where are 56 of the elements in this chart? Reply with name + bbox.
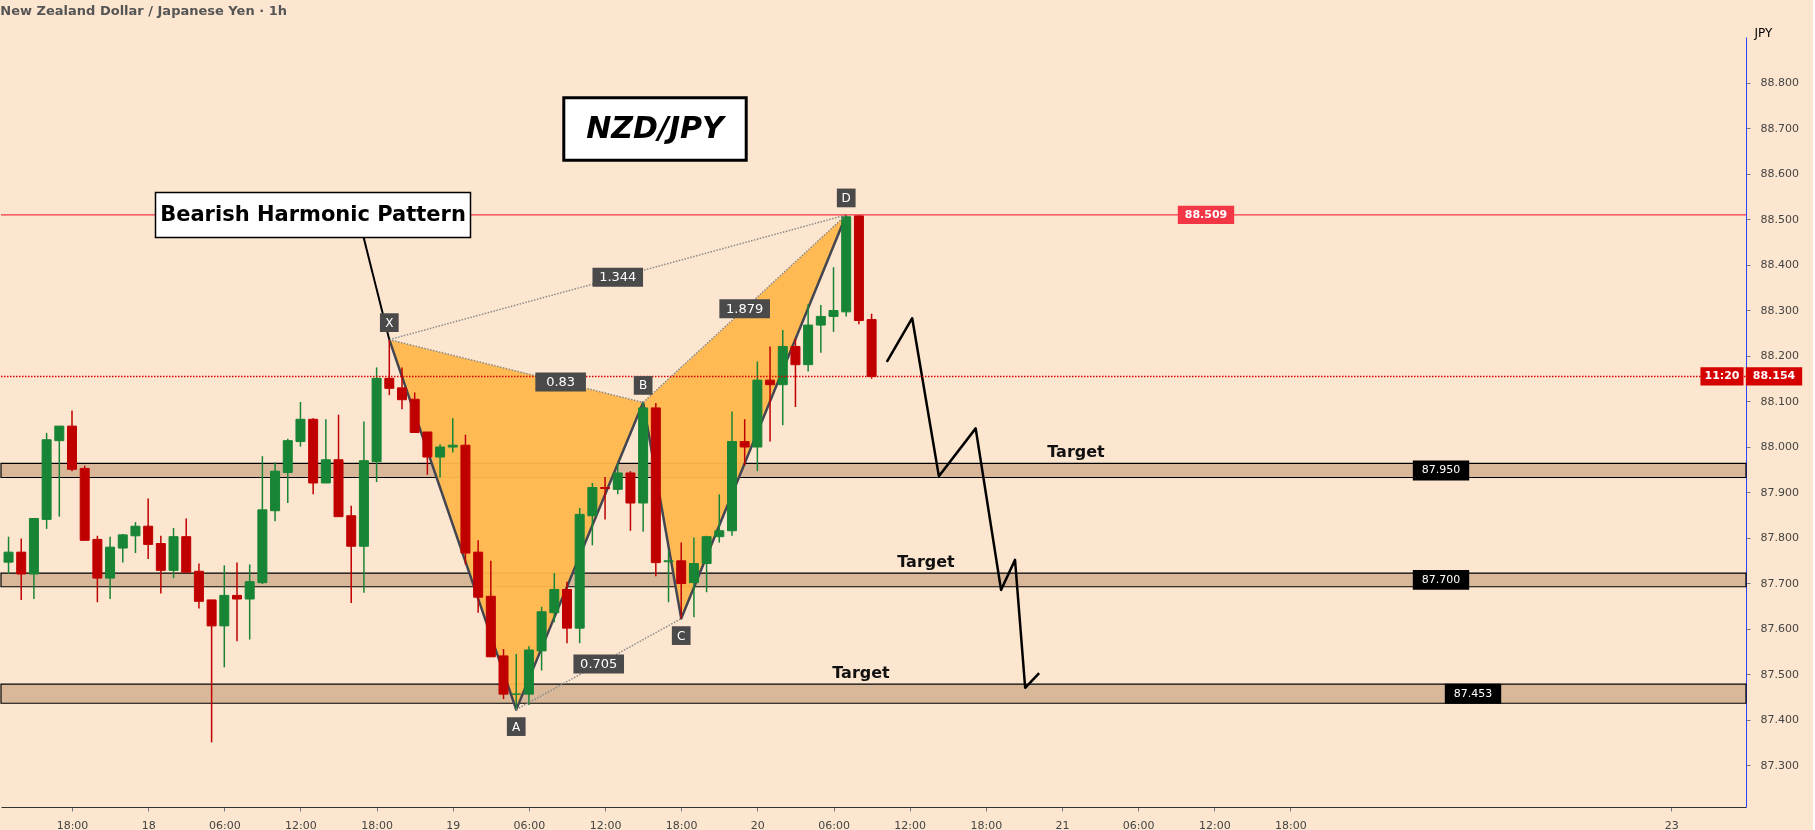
y-tick-label: 87.700 bbox=[1760, 576, 1799, 590]
x-tick-label: 06:00 bbox=[1122, 818, 1155, 830]
ref-line-label: 88.509 bbox=[1184, 207, 1228, 221]
x-tick-label: 06:00 bbox=[513, 818, 546, 830]
x-tick-label: 06:00 bbox=[818, 818, 850, 830]
x-tick-label: 18:00 bbox=[361, 818, 393, 830]
annotation: Target bbox=[832, 663, 891, 683]
x-tick-label: 18:00 bbox=[56, 818, 89, 830]
y-tick-label: 88.800 bbox=[1760, 76, 1799, 90]
x-tick-label: 12:00 bbox=[589, 818, 622, 830]
annotation: D bbox=[841, 190, 851, 205]
band-label: 87.700 bbox=[1421, 572, 1461, 586]
y-tick-label: 87.900 bbox=[1760, 485, 1799, 499]
y-tick-label: 87.800 bbox=[1760, 531, 1799, 545]
band-label: 87.453 bbox=[1453, 686, 1493, 700]
y-tick-label: 88.700 bbox=[1760, 121, 1799, 135]
y-tick-label: 88.500 bbox=[1760, 212, 1799, 226]
annotation: Bearish Harmonic Pattern bbox=[160, 202, 466, 226]
annotation: 0.705 bbox=[580, 656, 618, 672]
y-tick-label: 88.600 bbox=[1760, 167, 1799, 181]
x-tick-label: 18:00 bbox=[970, 818, 1003, 830]
ref-line-label: 88.154 bbox=[1752, 369, 1796, 383]
y-tick-label: 87.500 bbox=[1760, 667, 1799, 681]
chart-title: New Zealand Dollar / Japanese Yen · 1h bbox=[0, 3, 287, 18]
annotation: 1.344 bbox=[599, 269, 637, 285]
y-tick-label: 88.300 bbox=[1760, 303, 1799, 317]
annotation: NZD/JPY bbox=[586, 110, 728, 145]
x-tick-label: 21 bbox=[1055, 818, 1070, 830]
y-axis-title: JPY bbox=[1753, 25, 1774, 40]
annotation: B bbox=[639, 378, 648, 393]
x-tick-label: 12:00 bbox=[894, 818, 927, 830]
annotation: Target bbox=[897, 552, 956, 572]
y-tick-label: 88.200 bbox=[1760, 349, 1799, 363]
x-tick-label: 20 bbox=[750, 818, 765, 830]
y-tick-label: 88.400 bbox=[1760, 258, 1799, 272]
x-tick-label: 23 bbox=[1664, 818, 1679, 830]
x-tick-label: 18 bbox=[141, 818, 156, 830]
annotation: C bbox=[677, 628, 686, 643]
annotation: 0.83 bbox=[546, 373, 576, 389]
x-tick-label: 18:00 bbox=[1275, 818, 1307, 830]
annotation: 1.879 bbox=[726, 300, 764, 316]
x-tick-label: 12:00 bbox=[1198, 818, 1231, 830]
annotation: X bbox=[385, 315, 394, 330]
y-tick-label: 87.600 bbox=[1760, 622, 1799, 636]
x-tick-label: 12:00 bbox=[285, 818, 317, 830]
y-tick-label: 87.300 bbox=[1760, 758, 1799, 772]
y-tick-label: 87.400 bbox=[1760, 713, 1799, 727]
x-tick-label: 18:00 bbox=[665, 818, 698, 830]
x-tick-label: 19 bbox=[446, 818, 461, 830]
y-tick-label: 88.000 bbox=[1760, 440, 1799, 454]
band-label: 87.950 bbox=[1421, 463, 1461, 477]
annotation: Target bbox=[1047, 442, 1106, 462]
annotation: A bbox=[512, 719, 522, 734]
y-tick-label: 88.100 bbox=[1760, 394, 1799, 408]
x-tick-label: 06:00 bbox=[208, 818, 241, 830]
annotation: 11:20 bbox=[1704, 369, 1740, 383]
